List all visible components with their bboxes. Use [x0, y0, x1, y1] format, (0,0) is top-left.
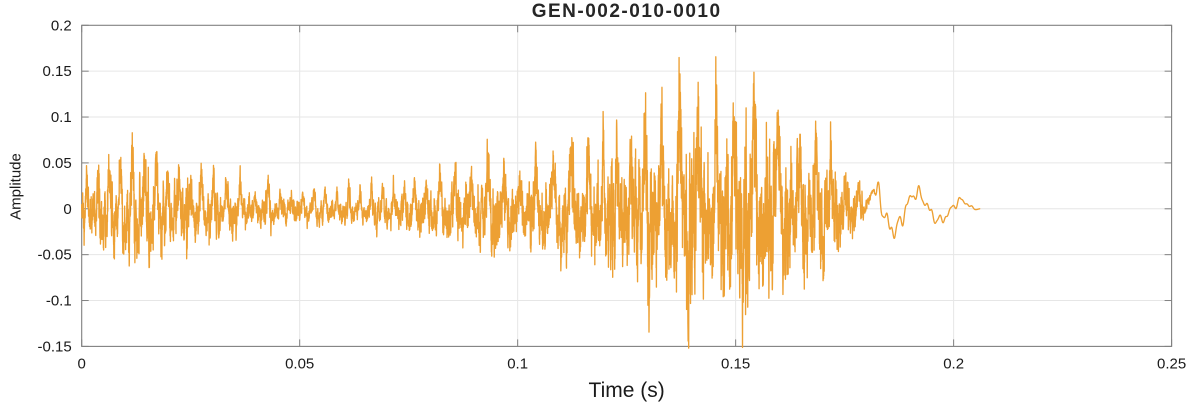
svg-text:0.1: 0.1 — [51, 109, 72, 126]
svg-text:0.25: 0.25 — [1157, 355, 1186, 372]
svg-text:0.05: 0.05 — [42, 155, 71, 172]
svg-text:0: 0 — [63, 201, 71, 218]
svg-text:0.15: 0.15 — [721, 355, 750, 372]
svg-text:0.2: 0.2 — [51, 17, 72, 34]
svg-text:-0.05: -0.05 — [37, 247, 71, 264]
svg-text:-0.15: -0.15 — [37, 338, 71, 355]
svg-text:0: 0 — [78, 355, 86, 372]
svg-text:-0.1: -0.1 — [46, 293, 72, 310]
svg-text:0.1: 0.1 — [507, 355, 528, 372]
svg-text:0.05: 0.05 — [285, 355, 314, 372]
svg-text:0.15: 0.15 — [42, 63, 71, 80]
svg-text:0.2: 0.2 — [943, 355, 964, 372]
